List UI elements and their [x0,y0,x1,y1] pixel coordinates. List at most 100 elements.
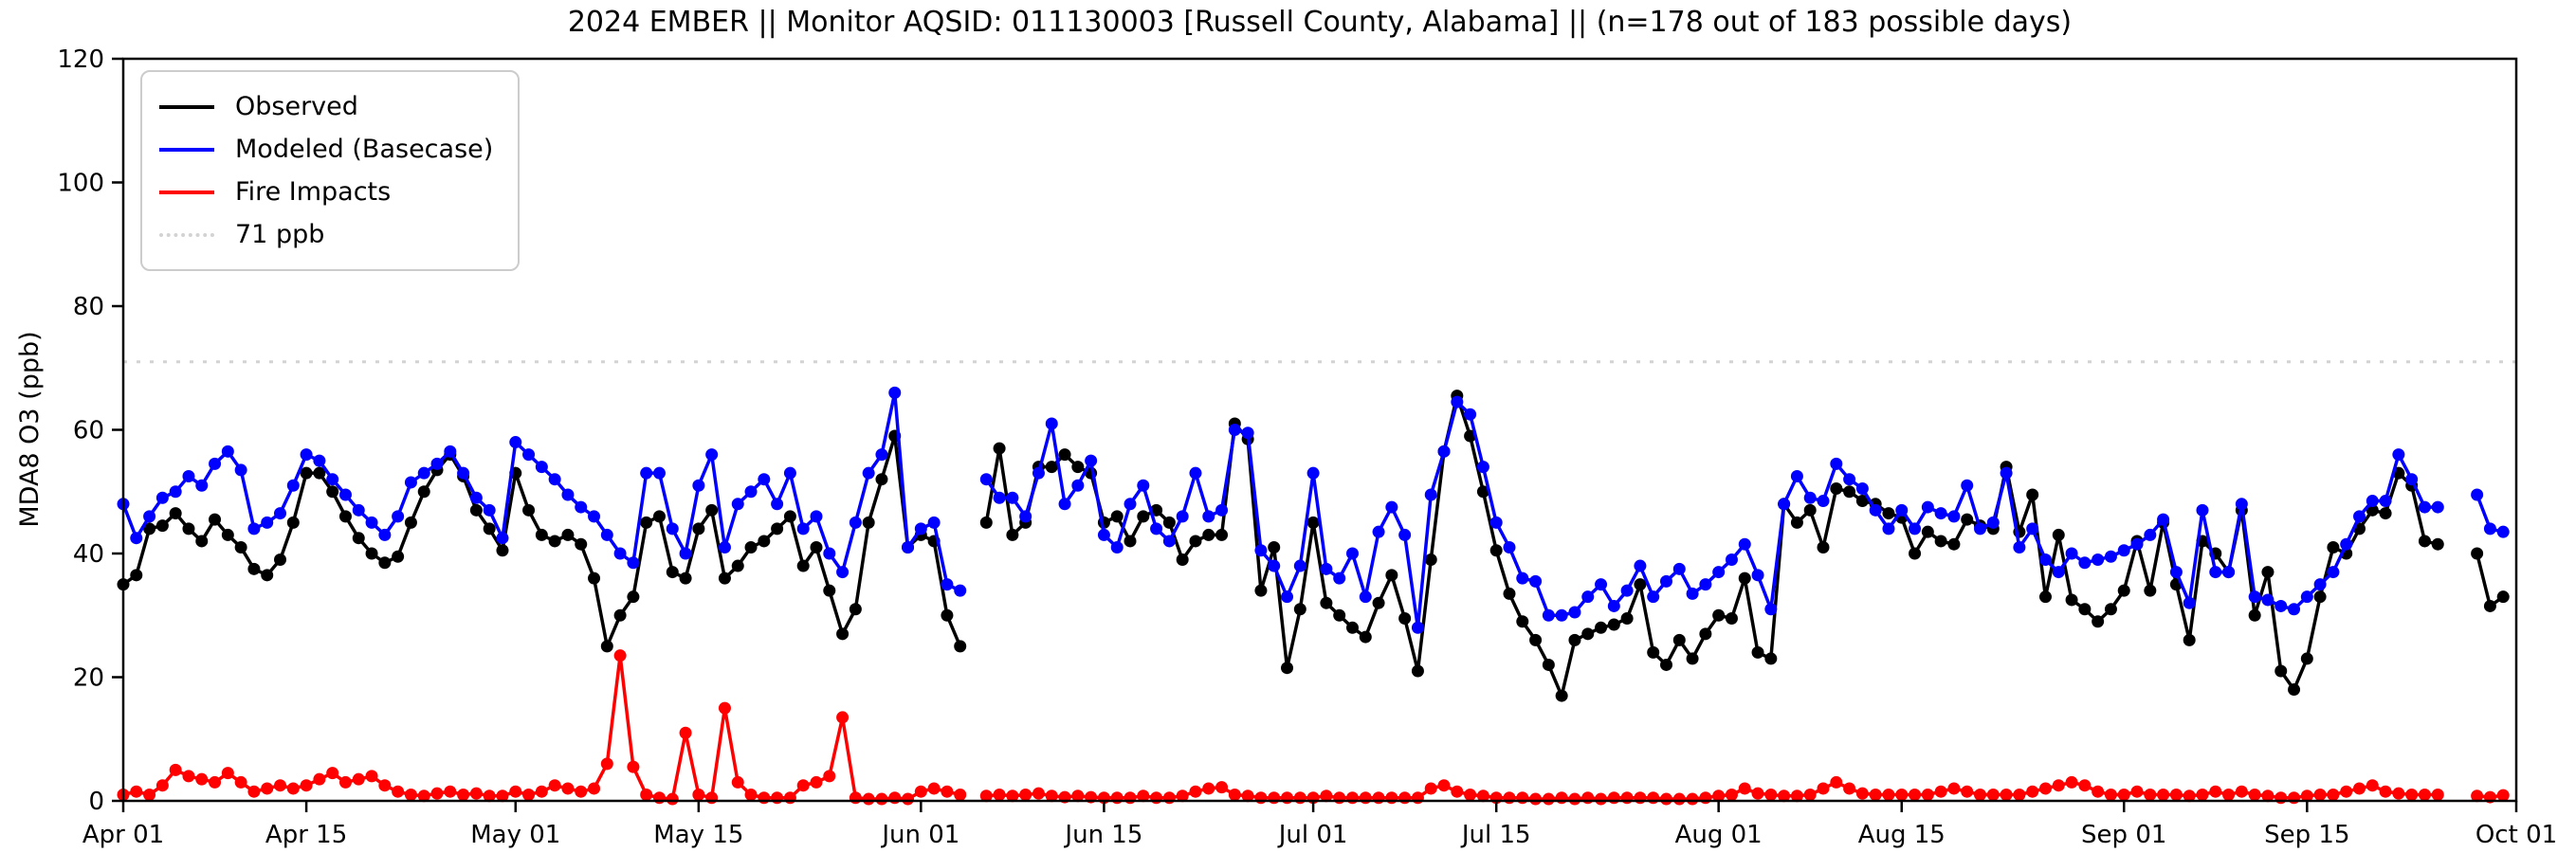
series-marker [1281,662,1294,675]
series-marker [2248,608,2261,622]
series-marker [1803,491,1817,504]
series-marker [1476,461,1489,474]
series-marker [783,791,796,805]
series-marker [1006,528,1019,541]
series-marker [849,516,862,529]
series-marker [600,757,613,771]
series-line [984,398,2439,628]
series-marker [1254,584,1268,597]
series-marker [2065,547,2078,560]
series-marker [1333,572,1346,585]
series-marker [679,547,692,560]
series-marker [155,491,169,504]
series-marker [2104,788,2117,801]
series-marker [1058,448,1071,462]
series-marker [1738,782,1751,795]
series-marker [313,466,326,480]
x-tick-label: Sep 01 [2081,821,2166,849]
series-marker [2038,782,2052,795]
series-marker [2209,566,2222,579]
series-marker [1398,612,1412,626]
series-marker [1855,481,1869,495]
series-marker [600,640,613,653]
series-marker [666,792,679,806]
series-marker [862,792,875,806]
series-marker [613,547,627,560]
series-marker [1345,547,1359,560]
series-marker [1516,615,1529,628]
series-marker [1464,788,1477,801]
series-marker [155,519,169,533]
series-marker [1568,633,1581,646]
series-marker [2352,782,2366,795]
series-marker [927,782,941,795]
series-marker [993,491,1006,504]
series-marker [195,772,209,786]
series-marker [1921,525,1934,538]
series-marker [522,503,536,517]
series-marker [1607,618,1620,631]
series-marker [1778,498,1791,511]
series-marker [941,578,954,591]
series-marker [1921,788,1934,801]
series-marker [1176,554,1189,567]
series-marker [338,510,352,523]
series-marker [744,540,758,554]
series-marker [1411,664,1424,678]
series-marker [404,476,417,489]
series-marker [2104,550,2117,563]
series-marker [404,516,417,529]
series-marker [823,547,836,560]
series-marker [1634,559,1647,572]
series-marker [2130,785,2144,798]
series-marker [2222,788,2236,801]
series-marker [1542,658,1555,671]
series-marker [247,785,261,798]
series-marker [522,448,536,462]
series-marker [1738,537,1751,551]
series-marker [469,787,483,800]
series-marker [796,522,810,535]
series-marker [1725,612,1738,626]
series-marker [130,569,143,582]
series-marker [2418,500,2431,514]
series-marker [600,528,613,541]
series-marker [469,491,483,504]
series-marker [378,556,392,570]
series-marker [993,788,1006,801]
series-marker [1398,528,1412,541]
series-marker [1843,473,1856,486]
series-marker [575,500,588,514]
y-tick-label: 100 [57,170,104,198]
series-marker [1986,788,2000,801]
series-marker [1909,547,1922,560]
series-marker [1516,791,1529,805]
series-marker [771,522,784,535]
series-marker [1803,503,1817,517]
series-marker [1699,578,1712,591]
series-marker [430,787,444,800]
series-marker [692,479,705,492]
series-marker [1162,791,1176,805]
series-marker [2065,775,2078,789]
series-marker [652,510,666,523]
series-marker [666,566,679,579]
series-marker [300,448,313,462]
series-marker [705,503,719,517]
series-marker [1345,621,1359,634]
series-marker [718,540,731,554]
series-marker [2222,566,2236,579]
series-marker [2092,554,2105,567]
series-marker [1372,525,1385,538]
series-marker [2052,566,2065,579]
y-tick-label: 40 [73,540,104,569]
series-marker [1672,633,1686,646]
series-marker [261,516,274,529]
series-marker [1176,789,1189,803]
series-marker [1659,792,1672,806]
series-marker [2038,554,2052,567]
series-marker [718,701,731,715]
series-marker [1882,788,1895,801]
series-marker [1961,513,1974,526]
series-marker [365,770,378,783]
